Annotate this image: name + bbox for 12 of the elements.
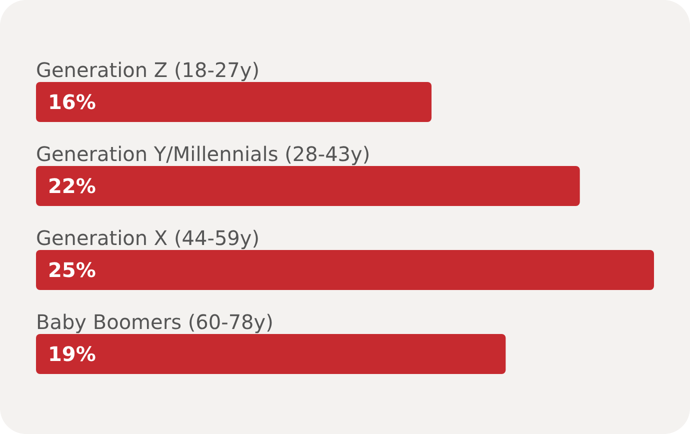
y-tick-label: Baby Boomers (60-78y): [36, 310, 274, 334]
y-tick-label: Generation Y/Millennials (28-43y): [36, 142, 370, 166]
bar: [36, 82, 432, 122]
data-label: 22%: [48, 174, 96, 198]
bar: [36, 250, 654, 290]
bar: [36, 334, 506, 374]
data-label: 16%: [48, 90, 96, 114]
data-label: 25%: [48, 258, 96, 282]
y-tick-label: Generation Z (18-27y): [36, 58, 260, 82]
y-tick-label: Generation X (44-59y): [36, 226, 260, 250]
bar: [36, 166, 580, 206]
data-label: 19%: [48, 342, 96, 366]
